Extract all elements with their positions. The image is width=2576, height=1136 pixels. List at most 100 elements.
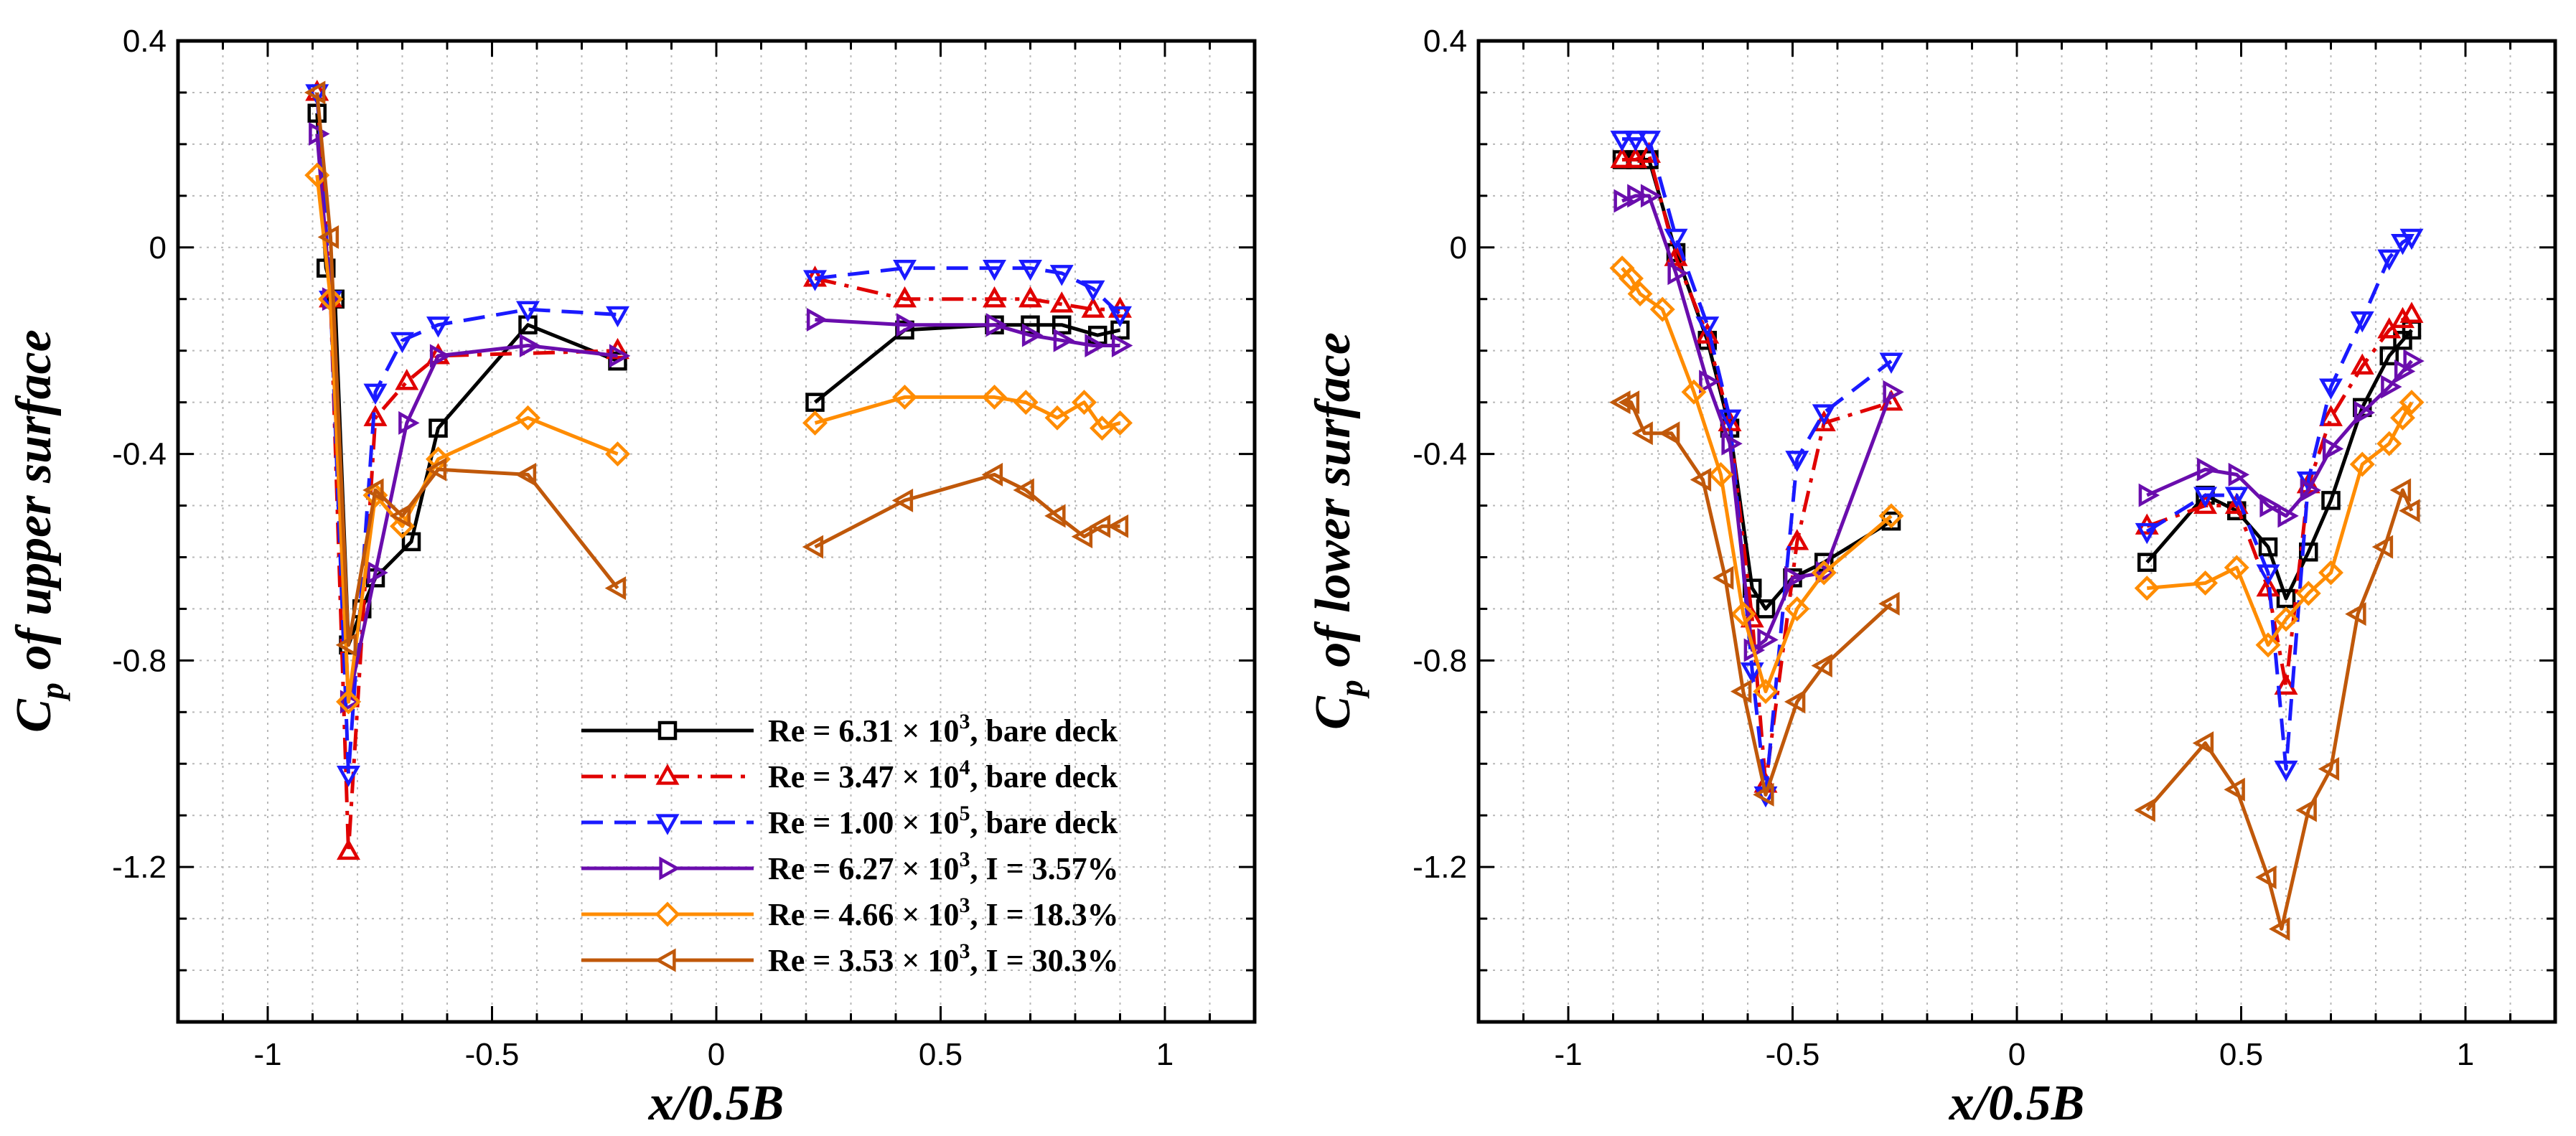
legend-label-main: Re = 1.00 × 10 xyxy=(768,805,959,840)
data-point xyxy=(1013,478,1034,502)
data-point xyxy=(806,308,828,332)
data-point xyxy=(1699,370,1720,394)
series-line xyxy=(2145,329,2413,601)
data-point xyxy=(981,462,1003,487)
data-point xyxy=(337,766,360,787)
data-point xyxy=(2138,483,2160,507)
legend-label-exp: 3 xyxy=(959,710,970,733)
data-point xyxy=(337,838,360,860)
data-point xyxy=(1018,259,1042,281)
data-point xyxy=(2399,499,2420,523)
data-point xyxy=(1618,390,1640,415)
data-point xyxy=(2273,606,2299,632)
data-point xyxy=(2258,537,2278,557)
data-point xyxy=(2377,249,2402,271)
data-point xyxy=(363,383,388,405)
series-5 xyxy=(1609,255,2425,705)
legend-label-tail: , bare deck xyxy=(970,759,1118,794)
data-point xyxy=(802,535,824,559)
data-point xyxy=(1690,468,1712,492)
data-point xyxy=(1619,266,1644,291)
x-tick-label: -0.5 xyxy=(465,1037,520,1072)
y-axis-label-main: C xyxy=(1306,695,1361,730)
data-point xyxy=(893,286,917,308)
data-point xyxy=(805,393,825,412)
legend-label-main: Re = 3.53 × 10 xyxy=(768,943,959,978)
x-axis-label: x/0.5B xyxy=(648,1076,784,1131)
plot-area xyxy=(1479,41,2555,1022)
series-line xyxy=(1622,137,1893,797)
data-point xyxy=(363,405,388,426)
data-point xyxy=(1811,560,1837,586)
y-tick-label: -0.8 xyxy=(1413,643,1467,678)
data-point xyxy=(1883,380,1904,404)
data-point xyxy=(2391,306,2415,329)
y-tick-label: -1.2 xyxy=(112,850,167,885)
data-point xyxy=(1695,322,1720,344)
data-point xyxy=(1637,131,1661,152)
panel-upper: -1 -0.5 0 0.5 1 0.4 0 -0.4 -0.8 -1.2 x/0.5B Cp of u… xyxy=(6,24,1257,1131)
x-tick-label: 0 xyxy=(708,1037,725,1072)
data-point xyxy=(1681,379,1707,405)
y-axis-label-sub: p xyxy=(1333,680,1369,699)
panel-lower: -1 -0.5 0 0.5 1 0.4 0 -0.4 -0.8 -1.2 x/0.5B Cp of l… xyxy=(1306,24,2557,1131)
data-point xyxy=(2274,760,2298,782)
data-point xyxy=(1811,654,1832,678)
data-point xyxy=(2399,301,2424,323)
data-point xyxy=(1756,599,1776,619)
series-line xyxy=(2146,360,2413,518)
x-tick-label: -1 xyxy=(1554,1037,1582,1072)
data-point xyxy=(983,259,1006,281)
data-point xyxy=(2256,564,2280,586)
y-tick-label: -0.4 xyxy=(1413,437,1467,472)
data-point xyxy=(2377,317,2402,339)
data-point xyxy=(1049,291,1074,313)
data-point xyxy=(802,410,828,436)
x-tick-label: 1 xyxy=(1156,1037,1174,1072)
data-point xyxy=(1879,352,1903,374)
data-point xyxy=(1631,421,1653,446)
y-axis-label: Cp of lower surface xyxy=(1306,332,1369,730)
series-line xyxy=(2147,401,2414,647)
data-point xyxy=(1815,560,1837,585)
data-point xyxy=(1610,146,1634,169)
data-point xyxy=(609,344,631,368)
data-point xyxy=(2255,865,2277,890)
data-point xyxy=(2376,431,2402,456)
data-point xyxy=(2268,916,2290,941)
data-point xyxy=(1667,261,1689,286)
data-point xyxy=(2399,390,2425,416)
series-line xyxy=(815,318,1120,347)
data-point xyxy=(515,405,540,431)
data-point xyxy=(304,80,326,105)
y-tick-label: 0.4 xyxy=(1423,24,1467,59)
x-tick-label: 1 xyxy=(2457,1037,2474,1072)
data-point xyxy=(2349,451,2375,477)
data-point xyxy=(367,560,388,585)
y-axis-label: Cp of upper surface xyxy=(6,329,70,733)
legend-label-tail: , bare deck xyxy=(970,713,1118,748)
data-point xyxy=(2228,462,2250,487)
data-point xyxy=(1740,662,1764,684)
data-point xyxy=(2350,353,2374,375)
data-point xyxy=(604,576,627,601)
data-point xyxy=(2224,487,2249,508)
data-point xyxy=(1712,565,1734,590)
legend-label: Re = 3.47 × 104, bare deck xyxy=(768,756,1118,794)
legend-label-main: Re = 4.66 × 10 xyxy=(768,897,959,932)
data-point xyxy=(2299,543,2318,562)
data-point xyxy=(1071,525,1093,549)
data-point xyxy=(2193,487,2217,508)
data-point xyxy=(1627,281,1653,307)
data-point xyxy=(2381,375,2402,399)
data-point xyxy=(318,286,343,312)
series-line xyxy=(315,174,619,704)
data-point xyxy=(1081,280,1105,302)
data-point xyxy=(1785,451,1809,472)
data-point xyxy=(2224,777,2245,802)
y-tick-label: -0.4 xyxy=(112,437,167,472)
series-6 xyxy=(304,80,1129,657)
data-point xyxy=(1049,265,1074,286)
series-line xyxy=(2145,488,2414,931)
